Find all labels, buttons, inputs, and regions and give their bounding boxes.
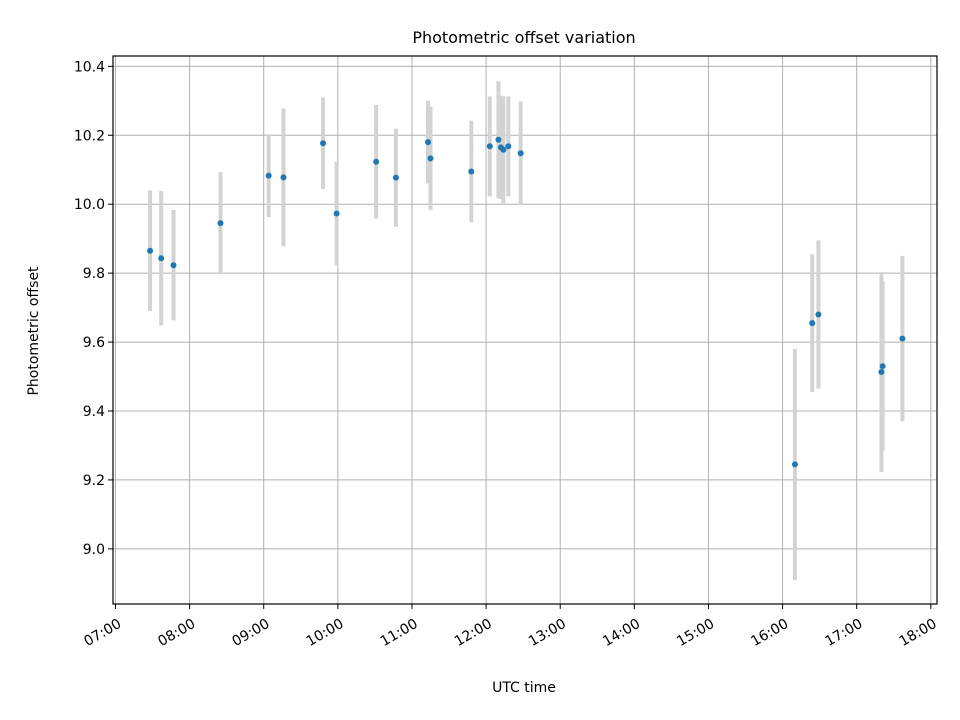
x-tick-label: 07:00 xyxy=(81,616,124,650)
y-tick-label: 9.8 xyxy=(83,266,105,282)
x-tick-label: 16:00 xyxy=(748,616,791,650)
x-axis-label: UTC time xyxy=(492,680,556,696)
x-tick-label: 09:00 xyxy=(230,616,273,650)
x-tick-label: 13:00 xyxy=(526,616,569,650)
y-axis-label: Photometric offset xyxy=(26,266,42,396)
chart-title: Photometric offset variation xyxy=(412,28,635,47)
error-bars xyxy=(148,81,905,580)
y-tick-label: 10.4 xyxy=(74,59,105,75)
data-point xyxy=(425,139,432,146)
data-point xyxy=(815,311,822,318)
data-point xyxy=(170,262,177,269)
x-tick-label: 12:00 xyxy=(452,616,495,650)
y-tick-label: 9.4 xyxy=(83,404,105,420)
data-point xyxy=(809,320,816,327)
data-point xyxy=(427,155,434,162)
y-tick-label: 9.2 xyxy=(83,473,105,489)
data-point xyxy=(468,168,475,175)
data-point xyxy=(392,174,399,181)
data-point xyxy=(495,136,502,143)
data-point xyxy=(505,143,512,150)
x-tick-label: 14:00 xyxy=(600,616,643,650)
x-tick-label: 15:00 xyxy=(674,616,717,650)
data-point xyxy=(878,369,885,376)
data-point xyxy=(333,210,340,217)
plot-area-frame xyxy=(112,55,938,605)
data-point xyxy=(320,140,327,147)
y-tick-label: 10.0 xyxy=(74,197,105,213)
x-tick-label: 10:00 xyxy=(304,616,347,650)
x-tick-label: 17:00 xyxy=(823,616,866,650)
data-point xyxy=(373,158,380,165)
x-tick-label: 18:00 xyxy=(897,616,940,650)
data-point xyxy=(899,335,906,342)
x-tick-label: 11:00 xyxy=(378,616,421,650)
data-point xyxy=(791,461,798,468)
y-tick-label: 9.0 xyxy=(83,542,105,558)
data-point xyxy=(217,220,224,227)
data-point xyxy=(879,363,886,370)
y-tick-label: 10.2 xyxy=(74,128,105,144)
data-point xyxy=(158,255,165,262)
data-points xyxy=(147,136,906,468)
data-point xyxy=(486,143,493,150)
data-point xyxy=(517,150,524,157)
y-tick-label: 9.6 xyxy=(83,335,105,351)
data-point xyxy=(280,174,287,181)
grid-lines xyxy=(113,56,937,604)
data-point xyxy=(265,172,272,179)
x-tick-label: 08:00 xyxy=(155,616,198,650)
data-point xyxy=(500,146,507,153)
data-point xyxy=(147,247,154,254)
